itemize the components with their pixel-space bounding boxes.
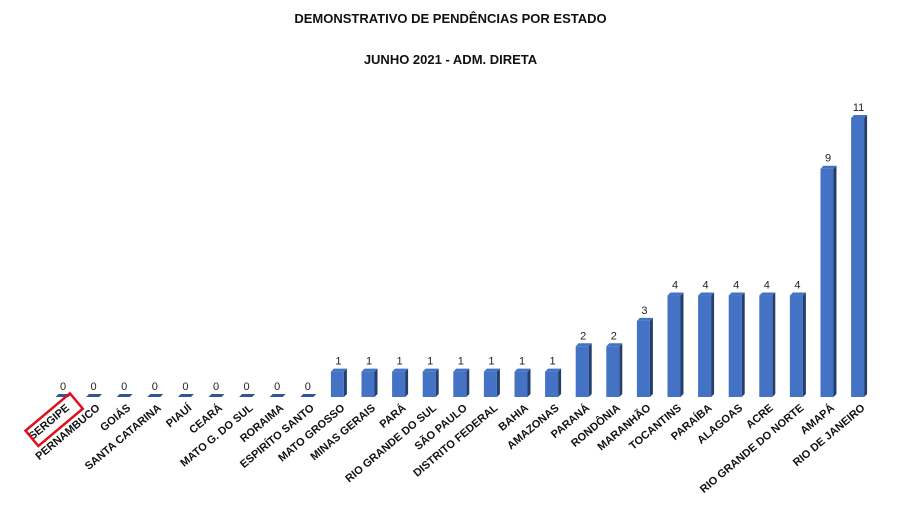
data-label: 1 [427, 356, 433, 368]
data-label: 1 [366, 356, 372, 368]
data-label: 9 [825, 153, 831, 165]
data-label: 1 [488, 356, 494, 368]
bar [330, 368, 347, 397]
data-label: 1 [335, 356, 341, 368]
data-label: 1 [458, 356, 464, 368]
data-label: 0 [182, 381, 188, 393]
data-label: 0 [213, 381, 219, 393]
data-label: 1 [519, 356, 525, 368]
bar [483, 368, 500, 397]
data-label: 1 [397, 356, 403, 368]
data-label: 4 [794, 280, 800, 292]
bar [575, 343, 592, 397]
bar [361, 368, 378, 397]
bar [269, 394, 286, 397]
data-label: 0 [152, 381, 158, 393]
data-label: 4 [764, 280, 770, 292]
data-label: 4 [733, 280, 739, 292]
bar [208, 394, 225, 397]
bar [147, 394, 164, 397]
bar [545, 368, 562, 397]
bar [789, 292, 806, 397]
bar [759, 292, 776, 397]
data-label: 0 [121, 381, 127, 393]
bar [667, 292, 684, 397]
chart-title: DEMONSTRATIVO DE PENDÊNCIAS POR ESTADO [294, 11, 607, 26]
data-label: 0 [60, 381, 66, 393]
data-label: 0 [91, 381, 97, 393]
chart-subtitle: JUNHO 2021 - ADM. DIRETA [363, 52, 538, 67]
highlight-box [23, 391, 85, 448]
bar [116, 394, 133, 397]
bar [300, 394, 317, 397]
data-label: 1 [550, 356, 556, 368]
bar [820, 165, 837, 397]
bar [606, 343, 623, 397]
data-label: 4 [703, 280, 709, 292]
bar [422, 368, 439, 397]
data-label: 0 [244, 381, 250, 393]
bar [636, 317, 653, 397]
data-label: 0 [305, 381, 311, 393]
bar [392, 368, 409, 397]
data-label: 3 [641, 305, 647, 317]
data-label: 2 [580, 330, 586, 342]
data-label: 11 [853, 102, 864, 114]
data-label: 2 [611, 330, 617, 342]
bar [851, 115, 868, 397]
bar [239, 394, 256, 397]
data-label: 4 [672, 280, 678, 292]
bar [177, 394, 194, 397]
data-label: 0 [274, 381, 280, 393]
bar [514, 368, 531, 397]
bar [86, 394, 103, 397]
bar [698, 292, 715, 397]
bar [453, 368, 470, 397]
bar [728, 292, 745, 397]
